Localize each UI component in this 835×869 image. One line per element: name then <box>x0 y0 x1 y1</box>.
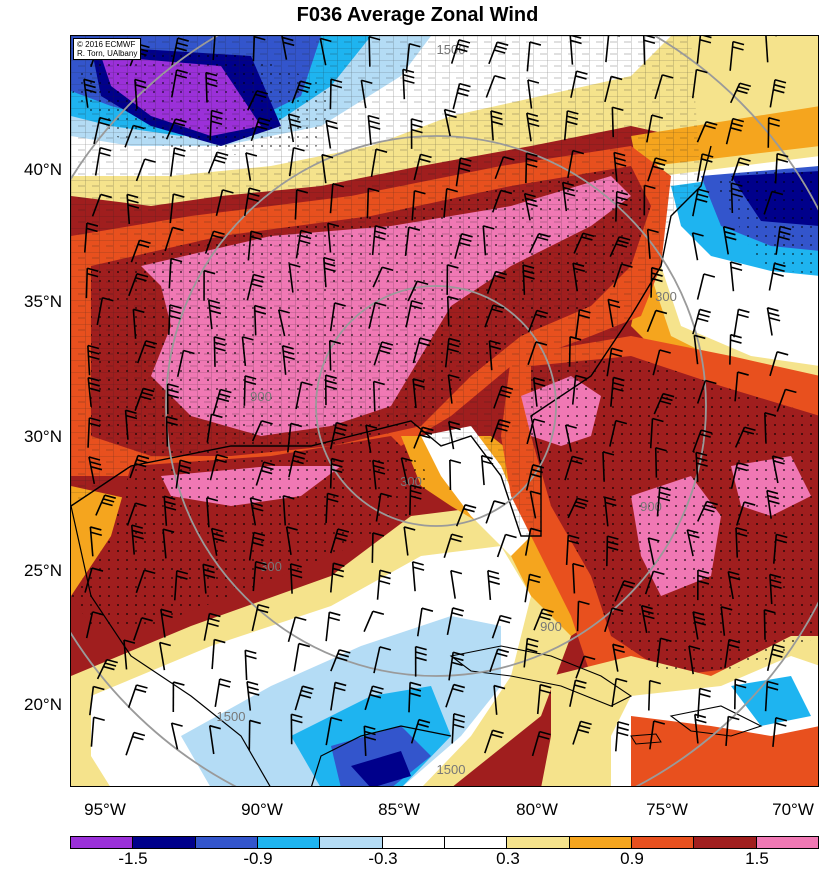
range-ring-label: 300 <box>260 559 282 574</box>
credit-line-2: R. Torn, UAlbany <box>77 49 137 58</box>
lat-label-20n: 20°N <box>0 695 62 715</box>
credit-box: © 2016 ECMWF R. Torn, UAlbany <box>73 38 141 60</box>
colorbar-label: -0.3 <box>353 849 413 869</box>
colorbar-swatch <box>383 837 445 848</box>
colorbar-label: 0.3 <box>478 849 538 869</box>
lon-label-70w: 70°W <box>753 800 833 820</box>
range-ring-label: 900 <box>540 619 562 634</box>
colorbar-swatch <box>632 837 694 848</box>
colorbar-swatch <box>71 837 133 848</box>
range-ring-label: 1500 <box>437 762 466 777</box>
colorbar-swatch <box>133 837 195 848</box>
colorbar-label: 1.5 <box>727 849 787 869</box>
lon-label-80w: 80°W <box>497 800 577 820</box>
lon-label-90w: 90°W <box>222 800 302 820</box>
range-ring-label: 300 <box>655 289 677 304</box>
lat-label-40n: 40°N <box>0 160 62 180</box>
colorbar-swatch <box>445 837 507 848</box>
map-title: F036 Average Zonal Wind <box>0 0 835 34</box>
lon-label-85w: 85°W <box>359 800 439 820</box>
colorbar-swatch <box>694 837 756 848</box>
colorbar-label: -1.5 <box>103 849 163 869</box>
range-ring-label: 900 <box>250 389 272 404</box>
lat-label-35n: 35°N <box>0 292 62 312</box>
colorbar <box>70 836 819 849</box>
colorbar-swatch <box>320 837 382 848</box>
colorbar-swatch <box>196 837 258 848</box>
credit-line-1: © 2016 ECMWF <box>77 40 137 49</box>
colorbar-swatch <box>507 837 569 848</box>
lat-label-30n: 30°N <box>0 427 62 447</box>
colorbar-swatch <box>757 837 818 848</box>
colorbar-swatch <box>570 837 632 848</box>
lon-label-75w: 75°W <box>627 800 707 820</box>
lat-label-25n: 25°N <box>0 561 62 581</box>
range-ring-label: 1500 <box>217 709 246 724</box>
colorbar-label: 0.9 <box>602 849 662 869</box>
colorbar-label: -0.9 <box>228 849 288 869</box>
lon-label-95w: 95°W <box>65 800 145 820</box>
colorbar-swatch <box>258 837 320 848</box>
